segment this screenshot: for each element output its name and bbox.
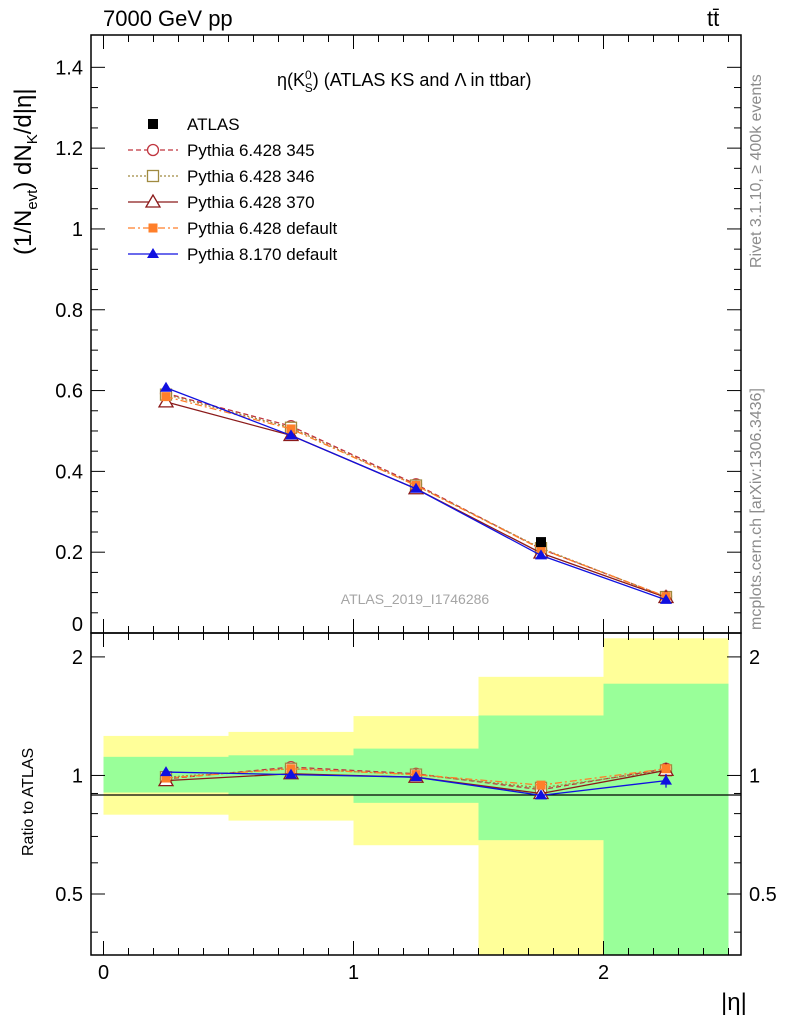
- ratio-y-tick-label-right-1: 1: [749, 765, 760, 787]
- legend-entry-p6def: Pythia 6.428 default: [128, 219, 338, 238]
- ratio-point-p6def-4: [661, 764, 671, 774]
- ratio-y-tick-label-left-2: 2: [72, 647, 83, 669]
- ratio-y-tick-label-right-0: 0.5: [749, 884, 777, 906]
- main-point-p8def-3: [535, 549, 547, 560]
- main-point-p8def-2: [410, 482, 422, 493]
- ratio-uncertainty-bands: [103, 638, 729, 955]
- legend-label-p8def: Pythia 8.170 default: [187, 245, 338, 264]
- main-y-tick-label-3: 0.6: [55, 381, 83, 403]
- x-axis-ticks: 0 1 2: [98, 35, 729, 984]
- main-y-tick-label-4: 0.8: [55, 300, 83, 322]
- x-tick-label-1: 1: [348, 962, 359, 984]
- chart-title: η(K0 S) (ATLAS KS and Λ in ttbar): [277, 68, 532, 95]
- main-point-p8def-1: [285, 429, 297, 440]
- ratio-point-p6def-0: [161, 773, 171, 783]
- main-series: [157, 381, 675, 604]
- main-y-tick-label-0: 0: [72, 614, 83, 636]
- legend-entry-atlas: ATLAS: [148, 115, 240, 134]
- legend-marker-p345: [146, 143, 160, 157]
- legend-entry-p346: Pythia 6.428 346: [128, 167, 315, 186]
- ratio-point-p6def-3: [536, 780, 546, 790]
- main-line-p345: [165, 392, 667, 598]
- x-tick-label-0: 0: [98, 962, 109, 984]
- main-point-p6def-1: [286, 424, 296, 434]
- legend-entry-p8def: Pythia 8.170 default: [128, 245, 338, 264]
- legend-marker-atlas: [148, 119, 158, 129]
- x-axis-label: |η|: [721, 989, 747, 1016]
- collision-energy-label: 7000 GeV pp: [103, 6, 233, 31]
- main-y-tick-label-6: 1.2: [55, 138, 83, 160]
- ratio-plot-frame: [90, 632, 742, 956]
- ratio-axis-ticks: 0.5 0.5 1 1 2 2: [55, 647, 777, 933]
- ratio-point-p8def-2: [410, 771, 422, 782]
- main-series-p370: [157, 393, 675, 604]
- main-y-tick-label-2: 0.4: [55, 461, 83, 483]
- main-point-p8def-0: [160, 381, 172, 392]
- legend: ATLAS Pythia 6.428 345 Pythia 6.428 346 Pyt…: [128, 115, 338, 264]
- ratio-band-inner-3: [478, 715, 604, 841]
- main-y-tick-label-7: 1.4: [55, 57, 83, 79]
- process-label: tt̄: [707, 6, 720, 31]
- ratio-y-tick-label-left-0: 0.5: [55, 884, 83, 906]
- main-point-p6def-0: [161, 392, 171, 402]
- legend-label-p370: Pythia 6.428 370: [187, 193, 315, 212]
- main-point-atlas-3: [536, 537, 546, 548]
- legend-marker-p370: [144, 193, 162, 208]
- legend-marker-p346: [146, 169, 160, 183]
- ratio-series-p8def: [160, 766, 672, 800]
- legend-label-p346: Pythia 6.428 346: [187, 167, 315, 186]
- legend-entry-p370: Pythia 6.428 370: [128, 193, 315, 212]
- main-point-p6def-3: [536, 544, 546, 554]
- watermark: ATLAS_2019_I1746286: [341, 591, 490, 607]
- main-line-p346: [165, 393, 667, 598]
- ratio-series: [157, 760, 675, 800]
- x-tick-label-2: 2: [598, 962, 609, 984]
- ratio-point-p8def-0: [160, 766, 172, 777]
- main-point-p8def-4: [660, 593, 672, 604]
- legend-marker-p6def: [148, 223, 158, 233]
- ratio-point-p8def-1: [285, 768, 297, 779]
- legend-label-atlas: ATLAS: [187, 115, 240, 134]
- main-y-tick-label-5: 1: [72, 219, 83, 241]
- main-series-p8def: [160, 381, 672, 604]
- legend-label-p6def: Pythia 6.428 default: [187, 219, 338, 238]
- ratio-band-inner-4: [603, 683, 729, 955]
- main-y-tick-label-1: 0.2: [55, 542, 83, 564]
- main-axis-ticks: 0 0.2 0.4 0.6 0.8 1 1.2 1.4: [55, 57, 741, 636]
- legend-entry-p345: Pythia 6.428 345: [128, 141, 315, 160]
- legend-marker-p8def: [147, 248, 159, 258]
- main-line-p6def: [165, 395, 667, 598]
- legend-label-p345: Pythia 6.428 345: [187, 141, 315, 160]
- main-series-p345: [159, 387, 673, 603]
- ratio-point-p8def-3: [535, 789, 547, 800]
- ratio-y-tick-label-left-1: 1: [72, 765, 83, 787]
- ratio-y-tick-label-right-2: 2: [749, 647, 760, 669]
